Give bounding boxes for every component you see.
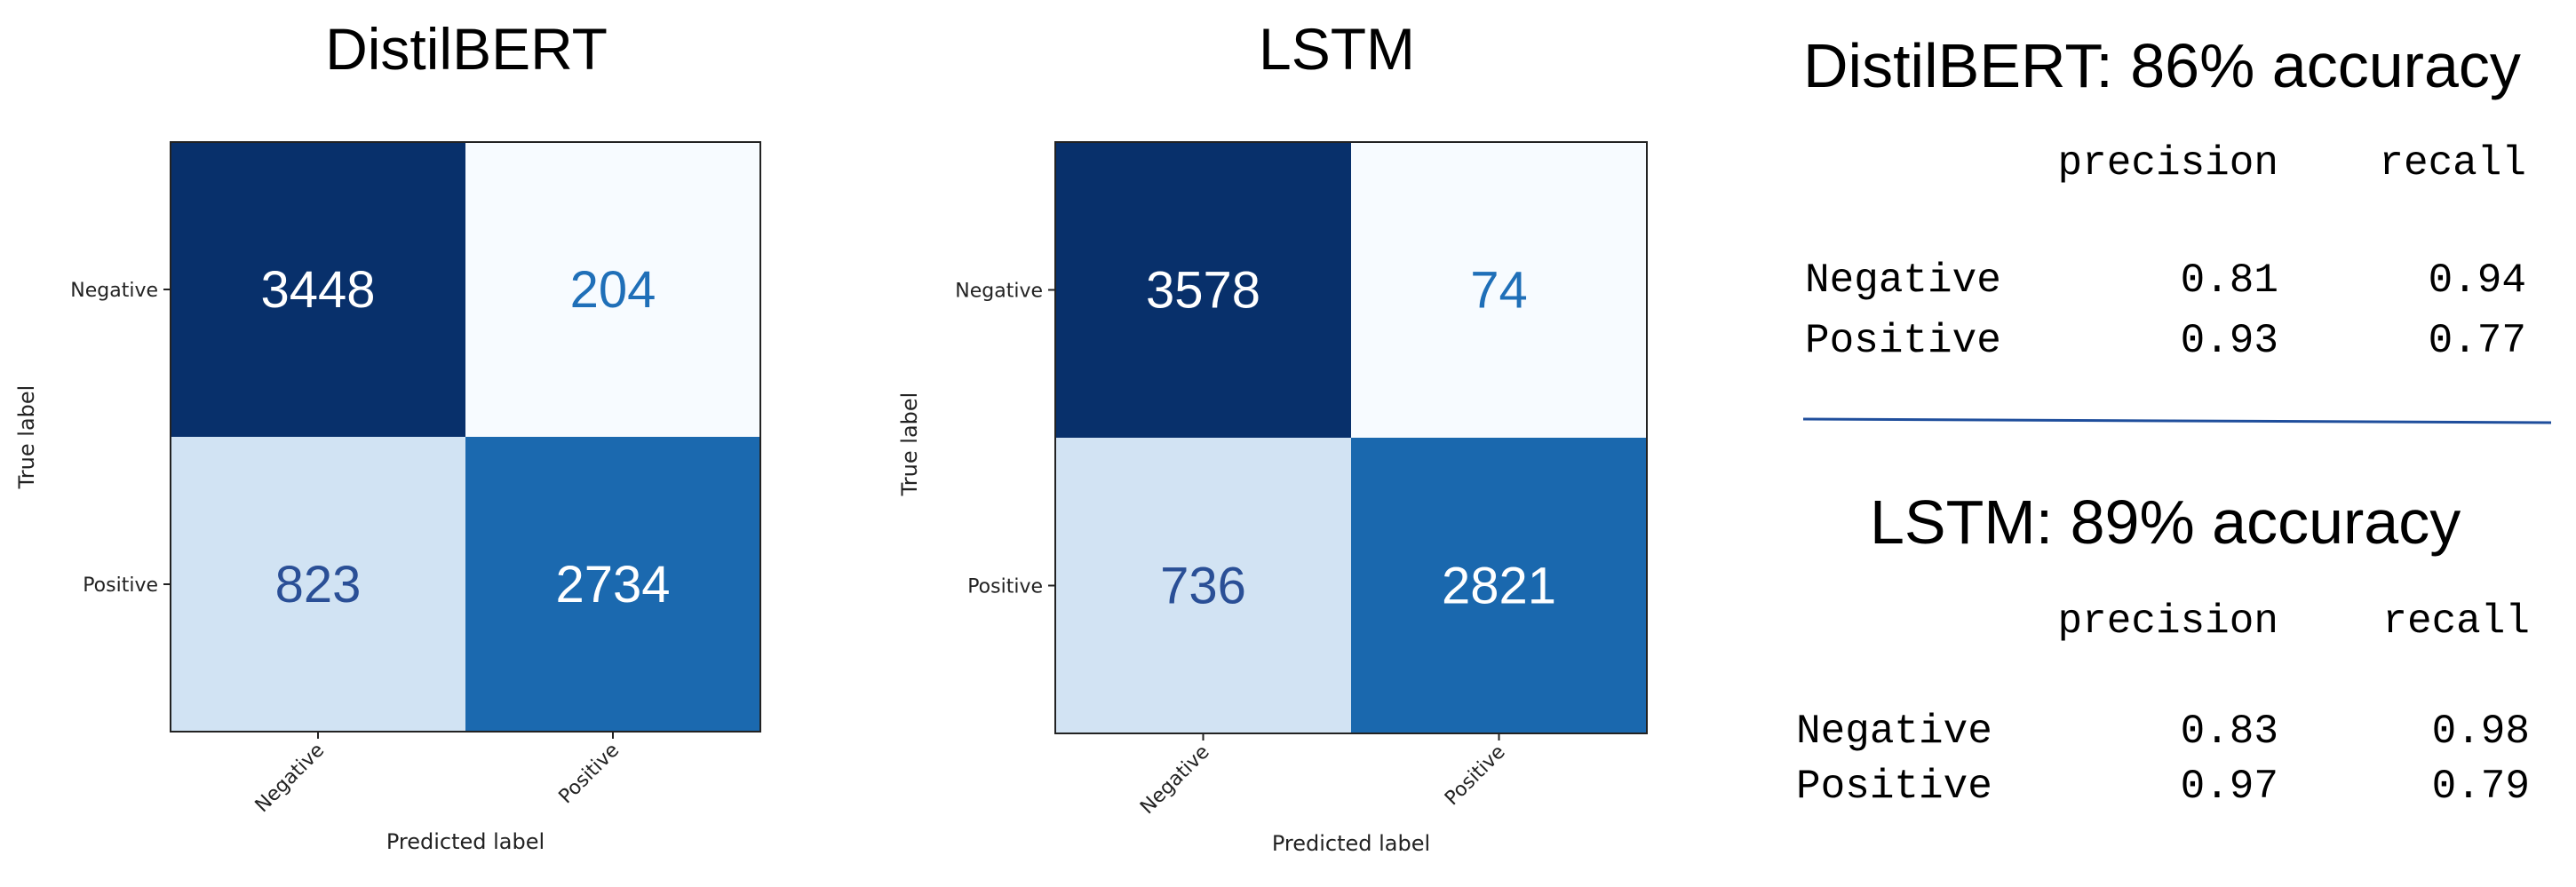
row-label: Negative [1796,709,1992,755]
cell-value-label: 2734 [555,556,670,614]
row-label: Positive [1805,318,2001,364]
x-axis-label: Predicted label [386,829,545,854]
chart-title: LSTM [1259,16,1415,82]
matrix-frame [1054,141,1648,734]
column-header-recall: recall [2382,598,2530,645]
classification-report-distilbert: DistilBERT: 86% accuracy precision recall… [1803,31,2526,364]
x-tick-label: Positive [555,740,624,809]
column-header-recall: recall [2379,140,2526,186]
x-tick-label: Negative [1136,741,1213,819]
precision-value: 0.97 [2181,764,2278,810]
row-label: Positive [1796,764,1992,810]
cell-value-label: 823 [275,556,362,614]
row-label: Negative [1805,257,2001,304]
cell-value-label: 736 [1160,558,1246,615]
matrix-cell [1055,142,1351,438]
x-axis-label: Predicted label [1272,831,1430,856]
y-tick-label: Positive [967,576,1043,598]
matrix-cell [465,142,760,437]
matrix-cell [1351,142,1647,438]
matrix-cell [1055,438,1351,733]
precision-value: 0.83 [2181,709,2278,755]
confusion-matrix-lstm: LSTM 3578 74 736 2821 Negative Positive Negati… [897,16,1648,856]
cell-value-label: 3448 [260,261,375,319]
cell-value-label: 2821 [1442,558,1556,615]
recall-value: 0.94 [2429,257,2526,304]
matrix-cell [465,437,760,732]
cell-value-label: 204 [570,261,656,319]
y-axis-label: True label [897,392,922,497]
recall-value: 0.98 [2432,709,2530,755]
matrix-cell [1351,438,1647,733]
column-header-precision: precision [2058,598,2278,645]
chart-title: DistilBERT [325,16,608,82]
report-title: LSTM: 89% accuracy [1870,487,2461,557]
column-header-precision: precision [2058,140,2278,186]
x-tick-label: Positive [1441,741,1510,811]
x-tick-label: Negative [251,740,329,817]
precision-value: 0.93 [2181,318,2278,364]
y-tick-label: Negative [955,281,1043,303]
report-divider [1802,417,2552,424]
confusion-matrix-distilbert: DistilBERT 3448 204 823 2734 Negative Positiv… [14,16,761,854]
recall-value: 0.77 [2429,318,2526,364]
cell-value-label: 3578 [1146,262,1260,320]
recall-value: 0.79 [2432,764,2530,810]
y-axis-label: True label [14,385,39,490]
matrix-cell [171,437,465,732]
report-title: DistilBERT: 86% accuracy [1803,31,2521,100]
cell-value-label: 74 [1470,262,1528,320]
precision-value: 0.81 [2181,257,2278,304]
classification-report-lstm: LSTM: 89% accuracy precision recall Negati… [1796,487,2530,810]
matrix-frame [170,141,761,733]
y-tick-label: Positive [83,574,158,597]
matrix-cell [171,142,465,437]
y-tick-label: Negative [70,280,158,302]
